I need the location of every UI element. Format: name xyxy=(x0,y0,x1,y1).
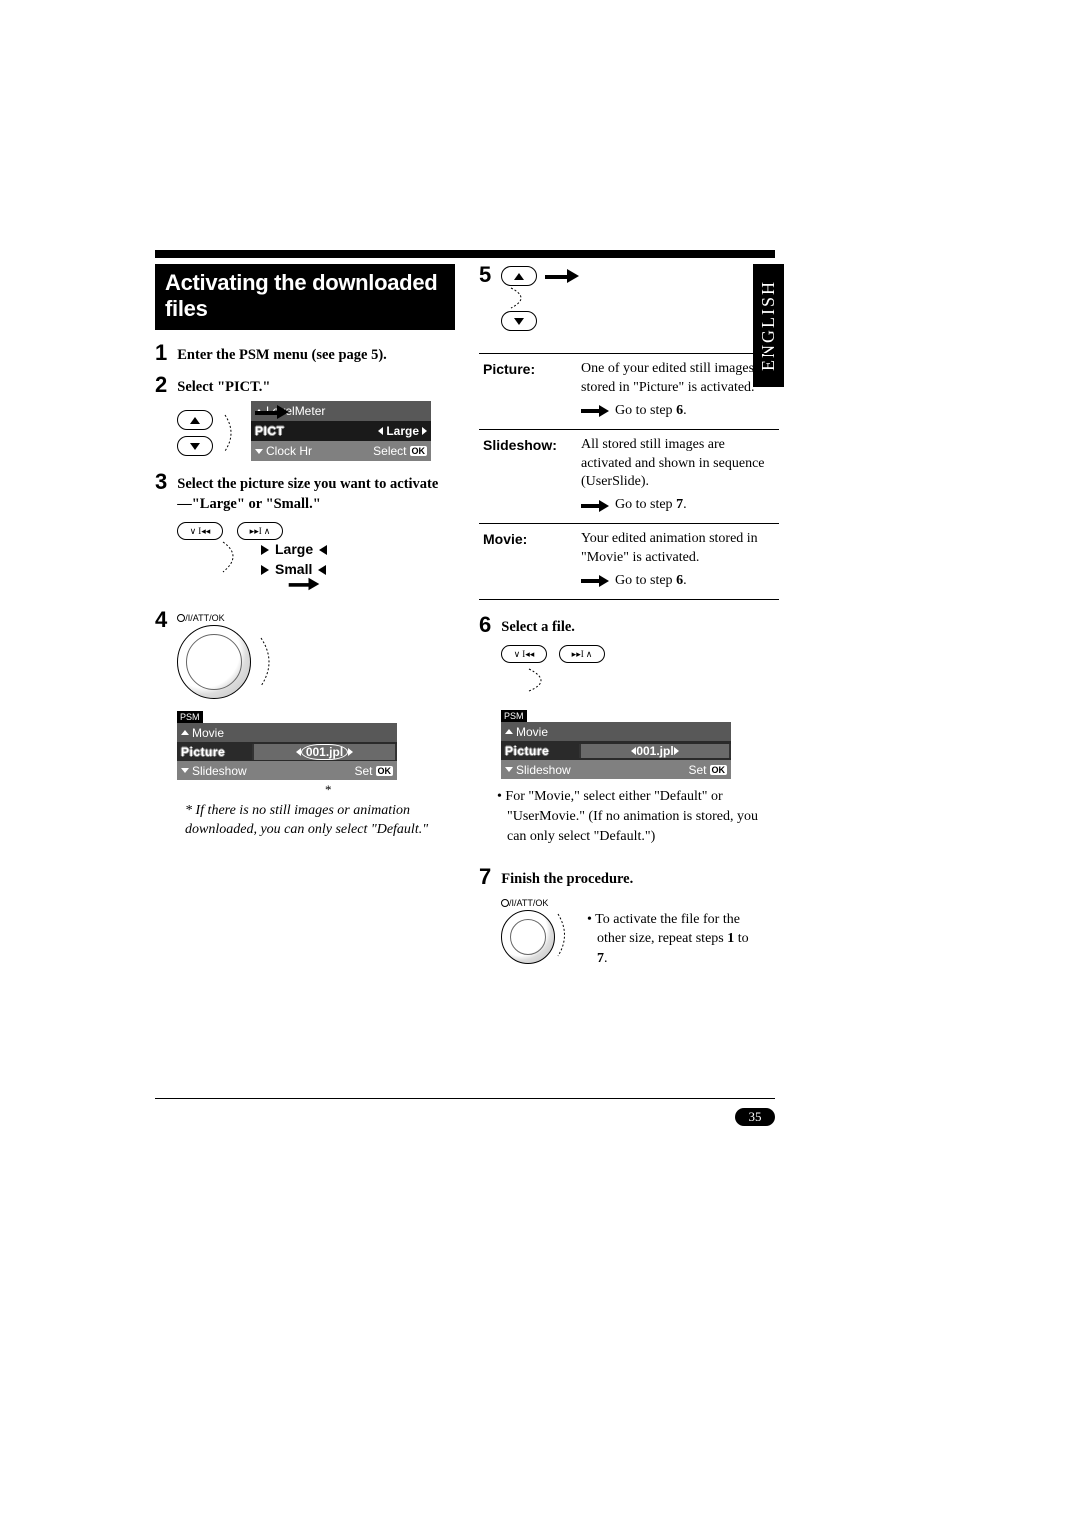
arrow-right-icon xyxy=(261,565,269,575)
arrow-right-icon xyxy=(581,500,609,512)
dotted-motion-icon xyxy=(215,540,251,574)
step-2: 2 Select "PICT." xyxy=(155,374,455,398)
lcd-value: 001.jpl xyxy=(636,744,673,758)
step-number: 2 xyxy=(155,374,167,396)
note-bullet: • For "Movie," select either "Default" o… xyxy=(497,787,779,846)
lcd-value: Large xyxy=(386,424,419,438)
lcd-row-label: Picture xyxy=(505,744,549,758)
step-text: Finish the procedure. xyxy=(501,866,633,890)
step-text: Enter the PSM menu (see page 5). xyxy=(177,342,387,366)
step-number: 7 xyxy=(479,866,491,888)
dotted-motion-icon xyxy=(257,632,279,692)
step-number: 4 xyxy=(155,609,167,631)
lcd-action-label: Select xyxy=(373,444,406,458)
section-heading: Activating the downloaded files xyxy=(155,264,455,330)
att-ok-label: /I/ATT/OK xyxy=(177,613,279,623)
step-number: 3 xyxy=(155,471,167,493)
page-content: Activating the downloaded files 1 Enter … xyxy=(155,250,785,969)
table-row: Picture: One of your edited still images… xyxy=(479,354,779,430)
page-number: 35 xyxy=(735,1108,775,1126)
page-bottom-rule xyxy=(155,1098,775,1099)
arrow-right-icon xyxy=(581,575,609,587)
footnote: * If there is no still images or animati… xyxy=(185,802,455,840)
up-button-icon xyxy=(501,266,537,286)
lcd-row-label: Movie xyxy=(516,725,548,739)
table-row: Movie: Your edited animation stored in "… xyxy=(479,524,779,600)
dotted-motion-icon xyxy=(507,286,547,310)
note-bullet: • To activate the file for the other siz… xyxy=(587,910,757,969)
arrow-right-icon xyxy=(261,545,269,555)
next-track-button-icon: ▸▸I∧ xyxy=(237,522,283,540)
lcd-menu-picture: PSM Movie Picture 001.jpl Slideshow Set OK xyxy=(501,708,731,779)
lcd-row-label: Picture xyxy=(181,745,225,759)
psm-tag: PSM xyxy=(501,710,527,722)
lcd-row-label: Movie xyxy=(192,726,224,740)
lcd-action-label: Set xyxy=(354,764,372,778)
definition-table: Picture: One of your edited still images… xyxy=(479,353,779,600)
option-small: Small xyxy=(275,560,312,580)
prev-track-button-icon: ∨I◂◂ xyxy=(177,522,223,540)
arrow-right-icon xyxy=(545,269,579,283)
arrow-left-icon xyxy=(318,565,326,575)
step-5: 5 xyxy=(479,264,779,331)
def-label: Slideshow: xyxy=(479,429,577,524)
step-number: 5 xyxy=(479,264,491,286)
down-button-icon xyxy=(177,436,213,456)
arrow-right-icon xyxy=(581,405,609,417)
prev-next-diagram: ∨I◂◂ ▸▸I∧ xyxy=(501,645,779,663)
step-text: Select a file. xyxy=(501,614,575,638)
step-number: 1 xyxy=(155,342,167,364)
step-text: Select "PICT." xyxy=(177,374,270,398)
lcd-value: 001.jpl xyxy=(301,744,348,760)
size-option-diagram: Large Small xyxy=(215,540,455,591)
up-button-icon xyxy=(177,410,213,430)
def-desc: One of your edited still images stored i… xyxy=(577,354,779,430)
arrow-right-icon xyxy=(289,578,320,591)
next-track-button-icon: ▸▸I∧ xyxy=(559,645,605,663)
ok-badge-icon: OK xyxy=(410,446,428,456)
dotted-motion-icon xyxy=(223,411,245,455)
att-ok-label: /I/ATT/OK xyxy=(501,898,573,908)
prev-track-button-icon: ∨I◂◂ xyxy=(501,645,547,663)
step-text: Select the picture size you want to acti… xyxy=(177,471,455,514)
def-desc: Your edited animation stored in "Movie" … xyxy=(577,524,779,600)
step-1: 1 Enter the PSM menu (see page 5). xyxy=(155,342,455,366)
lcd-row-label: Slideshow xyxy=(192,764,247,778)
step-6: 6 Select a file. xyxy=(479,614,779,638)
down-button-icon xyxy=(501,311,537,331)
table-row: Slideshow: All stored still images are a… xyxy=(479,429,779,524)
step-number: 6 xyxy=(479,614,491,636)
left-column: Activating the downloaded files 1 Enter … xyxy=(155,264,455,969)
right-column: 5 Picture: One of your edited still imag… xyxy=(479,264,779,969)
page-top-rule xyxy=(155,250,775,258)
step-7: 7 Finish the procedure. xyxy=(479,866,779,890)
arrow-left-icon xyxy=(319,545,327,555)
arrow-right-icon xyxy=(255,405,289,419)
ok-badge-icon: OK xyxy=(710,765,728,775)
lcd-menu-picture: PSM Movie Picture 001.jpl Slideshow Set OK xyxy=(177,709,397,780)
step-3: 3 Select the picture size you want to ac… xyxy=(155,471,455,514)
lcd-row-label: Slideshow xyxy=(516,763,571,777)
option-large: Large xyxy=(275,540,313,560)
lcd-action-label: Set xyxy=(688,763,706,777)
prev-next-diagram: ∨I◂◂ ▸▸I∧ xyxy=(177,522,455,540)
dotted-motion-icon xyxy=(523,667,579,693)
step-4: 4 /I/ATT/OK xyxy=(155,609,455,699)
asterisk-marker: * xyxy=(325,782,455,798)
psm-tag: PSM xyxy=(177,711,203,723)
dotted-motion-icon xyxy=(555,910,573,960)
def-label: Picture: xyxy=(479,354,577,430)
lcd-row-label: PICT xyxy=(255,424,284,438)
def-label: Movie: xyxy=(479,524,577,600)
control-knob-icon xyxy=(501,910,555,964)
ok-badge-icon: OK xyxy=(376,766,394,776)
up-down-buttons-diagram: LevelMeter PICTLarge Clock HrSelectOK xyxy=(177,405,455,461)
def-desc: All stored still images are activated an… xyxy=(577,429,779,524)
lcd-row-label: Clock Hr xyxy=(266,444,312,458)
control-knob-icon xyxy=(177,625,251,699)
